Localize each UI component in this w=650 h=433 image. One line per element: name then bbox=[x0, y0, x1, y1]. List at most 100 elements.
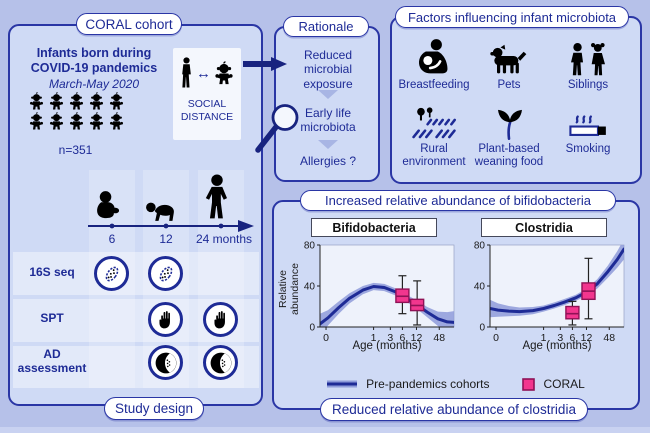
baby-icon bbox=[88, 112, 105, 130]
svg-text:3: 3 bbox=[557, 332, 563, 344]
svg-text:0: 0 bbox=[479, 323, 485, 334]
assay-label-spt: SPT bbox=[40, 311, 64, 325]
svg-text:40: 40 bbox=[474, 282, 486, 293]
svg-text:3: 3 bbox=[387, 332, 393, 344]
chart-legend: Pre-pandemics cohorts CORAL bbox=[272, 377, 640, 391]
baby-icon bbox=[48, 92, 65, 110]
factor-plant-based-food: Plant-based weaning food bbox=[472, 102, 546, 169]
sitting-baby-icon bbox=[94, 190, 124, 220]
face-profile-icon bbox=[209, 351, 233, 375]
pink-box-swatch bbox=[521, 377, 535, 391]
flow-arrow-icon bbox=[243, 57, 287, 71]
bifidobacteria-plot: 0 40 80 0 1 3 6 12 48 Age (months) bbox=[290, 239, 458, 358]
bacteria-icon bbox=[155, 263, 177, 285]
baby-icon bbox=[68, 112, 85, 130]
cohort-description-line2: COVID-19 pandemics bbox=[30, 61, 158, 76]
siblings-icon bbox=[567, 42, 609, 76]
ad-badge-12m bbox=[148, 345, 183, 380]
hand-icon bbox=[155, 309, 176, 330]
svg-text:1: 1 bbox=[371, 332, 377, 344]
chart-title: Clostridia bbox=[481, 218, 607, 237]
clostridia-plot: 0 40 80 0 1 3 6 12 48 Age (months) bbox=[460, 239, 628, 358]
svg-text:12: 12 bbox=[581, 332, 593, 344]
legend-label-coral: CORAL bbox=[543, 377, 585, 391]
baby-icon bbox=[28, 92, 45, 110]
baby-icon bbox=[108, 112, 125, 130]
baby-icon bbox=[213, 61, 235, 85]
16s-seq-badge-6m bbox=[94, 256, 129, 291]
social-distance-card: ↔ SOCIAL DISTANCE bbox=[173, 48, 241, 140]
results-bottom-banner: Reduced relative abundance of clostridia bbox=[320, 398, 588, 421]
results-top-banner: Increased relative abundance of bifidoba… bbox=[300, 190, 616, 211]
face-profile-icon bbox=[154, 351, 178, 375]
cohort-size: n=351 bbox=[58, 143, 93, 157]
svg-text:Age (months): Age (months) bbox=[522, 340, 591, 352]
baby-icon bbox=[48, 112, 65, 130]
svg-text:1: 1 bbox=[541, 332, 547, 344]
factors-panel: Breastfeeding Pets Siblings Rural enviro… bbox=[390, 16, 642, 184]
band-line-swatch bbox=[327, 380, 358, 388]
breastfeeding-icon bbox=[415, 38, 453, 76]
legend-label-prepandemics: Pre-pandemics cohorts bbox=[366, 377, 490, 391]
svg-text:Age (months): Age (months) bbox=[352, 340, 421, 352]
bifidobacteria-chart: Bifidobacteria 0 40 80 0 1 3 6 12 48 Age (months) bbox=[290, 218, 458, 358]
assay-label-16s: 16S seq bbox=[29, 265, 75, 279]
down-arrow-icon bbox=[318, 140, 338, 149]
ad-badge-24m bbox=[203, 345, 238, 380]
rationale-title: Rationale bbox=[283, 16, 369, 37]
cohort-description: Infants born during COVID-19 pandemics M… bbox=[18, 46, 170, 91]
baby-icon bbox=[108, 92, 125, 110]
svg-text:6: 6 bbox=[399, 332, 405, 344]
svg-text:0: 0 bbox=[309, 323, 315, 334]
rationale-step-1: Reduced microbial exposure bbox=[303, 48, 353, 91]
coral-cohort-panel: Infants born during COVID-19 pandemics M… bbox=[8, 24, 263, 406]
dog-icon bbox=[489, 44, 529, 76]
rationale-step-2: Early life microbiota bbox=[300, 106, 356, 135]
hand-icon bbox=[210, 309, 231, 330]
timeline-axis bbox=[88, 220, 254, 232]
factor-label: Pets bbox=[497, 79, 521, 91]
svg-text:0: 0 bbox=[323, 332, 329, 344]
bottom-strip bbox=[0, 427, 650, 433]
factor-label: Plant-based weaning food bbox=[474, 143, 544, 169]
timeline-tick-12: 12 bbox=[159, 232, 173, 246]
coral-cohort-title: CORAL cohort bbox=[76, 13, 182, 35]
factors-title: Factors influencing infant microbiota bbox=[395, 6, 629, 28]
svg-text:12: 12 bbox=[411, 332, 423, 344]
row-16s-seq bbox=[13, 252, 259, 295]
farm-field-icon bbox=[411, 106, 457, 140]
svg-text:40: 40 bbox=[304, 282, 316, 293]
y-axis-label: Relative abundance bbox=[277, 263, 302, 315]
bacteria-icon bbox=[101, 263, 123, 285]
svg-text:48: 48 bbox=[433, 332, 445, 344]
timeline-tick-24: 24 months bbox=[195, 232, 253, 246]
svg-text:48: 48 bbox=[603, 332, 615, 344]
cigarette-icon bbox=[567, 112, 609, 140]
svg-text:80: 80 bbox=[474, 241, 486, 252]
magnifier-icon bbox=[255, 104, 299, 153]
study-design-label: Study design bbox=[104, 397, 204, 420]
svg-text:6: 6 bbox=[569, 332, 575, 344]
rationale-step-3: Allergies ? bbox=[299, 154, 357, 168]
clostridia-chart: Clostridia 0 40 80 0 1 3 6 12 48 Age (months) bbox=[460, 218, 628, 358]
factor-breastfeeding: Breastfeeding bbox=[396, 38, 472, 92]
svg-text:0: 0 bbox=[493, 332, 499, 344]
factor-siblings: Siblings bbox=[550, 38, 626, 92]
16s-seq-badge-12m bbox=[148, 256, 183, 291]
spt-badge-12m bbox=[148, 302, 183, 337]
factor-label: Siblings bbox=[567, 79, 609, 91]
rationale-panel: Reduced microbial exposure Early life mi… bbox=[274, 26, 380, 182]
timeline-tick-6: 6 bbox=[108, 232, 116, 246]
baby-icon bbox=[68, 92, 85, 110]
adult-person-icon bbox=[179, 57, 194, 89]
standing-toddler-icon bbox=[202, 174, 232, 221]
factor-label: Smoking bbox=[565, 143, 611, 155]
plant-leaf-icon bbox=[493, 106, 525, 140]
cohort-pictogram bbox=[28, 92, 125, 130]
factor-label: Rural environment bbox=[402, 143, 466, 169]
baby-icon bbox=[88, 92, 105, 110]
chart-title: Bifidobacteria bbox=[311, 218, 437, 237]
factor-rural-environment: Rural environment bbox=[396, 102, 472, 169]
svg-text:80: 80 bbox=[304, 241, 316, 252]
